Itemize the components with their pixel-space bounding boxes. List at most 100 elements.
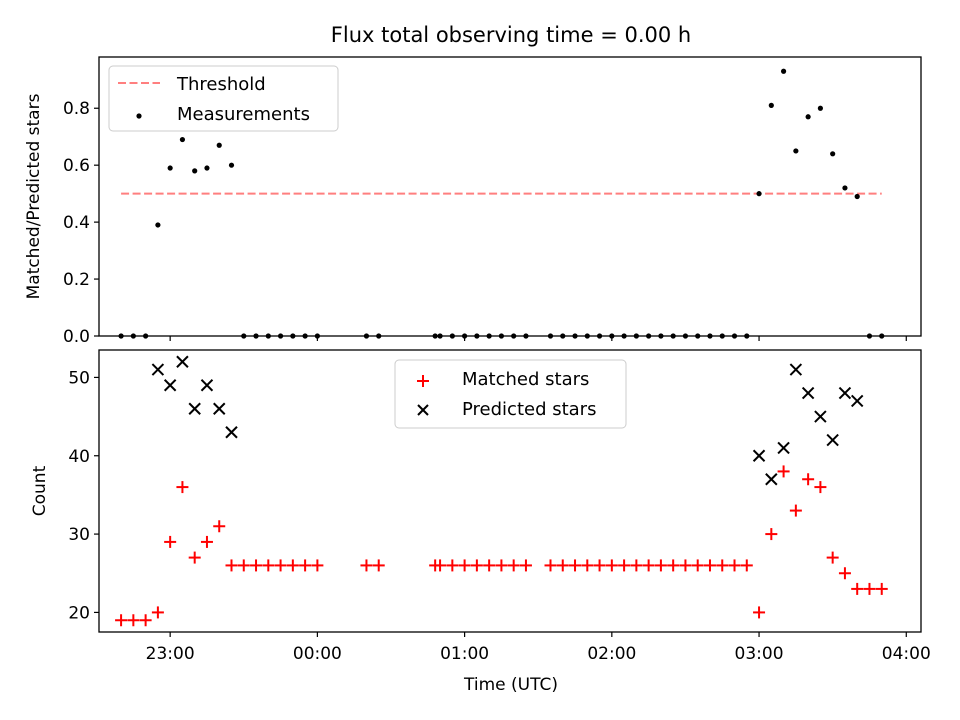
matched-star-point — [213, 520, 226, 533]
measurement-point — [830, 151, 836, 157]
top-x-ticks — [169, 336, 907, 341]
measurement-point — [768, 102, 774, 108]
legend-matched-label: Matched stars — [462, 369, 589, 390]
x-tick-label: 02:00 — [587, 644, 636, 664]
predicted-star-point — [777, 441, 790, 455]
y-tick-label: 40 — [68, 447, 90, 467]
bottom-y-axis-label: Count — [30, 465, 50, 516]
measurement-point — [805, 114, 811, 120]
legend-predicted-label: Predicted stars — [462, 399, 596, 420]
predicted-star-point — [789, 363, 803, 376]
bottom-x-axis-label: Time (UTC) — [463, 675, 558, 695]
matched-star-point — [372, 559, 385, 572]
matched-star-point — [250, 559, 263, 572]
matched-star-point — [286, 559, 299, 572]
matched-star-point — [777, 465, 790, 478]
measurement-point — [216, 142, 222, 148]
matched-star-point — [593, 559, 606, 572]
predicted-star-point — [200, 379, 214, 392]
top-panel: 0.00.20.40.60.8 Matched/Predicted stars … — [24, 56, 922, 347]
predicted-star-point — [838, 386, 852, 400]
legend-measurements-label: Measurements — [177, 104, 310, 125]
predicted-star-point — [225, 426, 238, 439]
measurement-point — [793, 148, 799, 154]
legend-threshold-label: Threshold — [176, 74, 266, 95]
matched-star-point — [188, 551, 201, 564]
matched-star-point — [642, 559, 655, 572]
matched-star-point — [630, 559, 643, 572]
y-tick-label: 0.4 — [63, 213, 90, 233]
matched-star-point — [765, 528, 778, 541]
matched-star-point — [360, 559, 373, 572]
matched-star-point — [618, 559, 631, 572]
x-tick-label: 23:00 — [146, 644, 195, 664]
x-tick-label: 03:00 — [735, 644, 784, 664]
measurement-point — [817, 105, 823, 111]
measurement-point — [780, 68, 787, 74]
measurement-point — [756, 191, 762, 197]
y-tick-label: 20 — [68, 603, 90, 623]
top-legend: Threshold Measurements — [108, 65, 339, 132]
predicted-star-point — [826, 433, 839, 447]
figure-title: Flux total observing time = 0.00 h — [331, 23, 691, 47]
predicted-star-point — [176, 355, 189, 368]
matched-star-point — [495, 559, 508, 572]
matched-star-point — [691, 559, 704, 572]
predicted-star-point — [151, 363, 165, 376]
matched-star-point — [519, 559, 532, 572]
matched-star-point — [716, 559, 729, 572]
predicted-star-point — [163, 379, 177, 392]
measurement-point — [228, 162, 235, 168]
matched-star-point — [164, 535, 177, 548]
matched-star-point — [274, 559, 287, 572]
legend-measurements-swatch — [136, 113, 142, 119]
measurement-point — [204, 165, 210, 171]
top-legend-box — [108, 65, 339, 132]
matched-star-point — [753, 606, 766, 619]
predicted-star-point — [765, 473, 778, 486]
bottom-legend-box — [394, 359, 627, 429]
legend-matched-swatch — [417, 375, 429, 387]
matched-star-point — [127, 614, 140, 627]
matched-star-point — [434, 559, 447, 572]
matched-star-point — [139, 614, 152, 627]
measurement-point — [854, 193, 860, 200]
matched-star-point — [237, 559, 250, 572]
matched-star-point — [679, 559, 692, 572]
matched-star-point — [802, 473, 815, 486]
matched-star-point — [225, 559, 238, 572]
y-tick-label: 0.0 — [63, 327, 90, 347]
matched-star-point — [814, 481, 827, 494]
predicted-star-point — [188, 402, 201, 415]
legend-predicted-swatch — [417, 404, 429, 416]
measurement-point — [192, 168, 198, 174]
matched-star-point — [556, 559, 569, 572]
matched-star-point — [544, 559, 557, 572]
x-tick-label: 04:00 — [882, 644, 931, 664]
top-y-ticks: 0.0 0.2 0.4 0.6 0.8 — [63, 99, 99, 347]
matched-star-point — [667, 559, 680, 572]
matched-star-point — [569, 559, 582, 572]
matched-star-point — [728, 559, 741, 572]
top-axes-frame — [98, 56, 922, 337]
x-tick-label: 00:00 — [293, 644, 342, 664]
matched-star-point — [789, 504, 802, 517]
matched-star-point — [483, 559, 496, 572]
measurement-point — [155, 222, 161, 228]
matched-star-point — [581, 559, 594, 572]
measurement-point — [179, 136, 186, 143]
matched-star-point — [458, 559, 471, 572]
matched-star-point — [200, 535, 213, 548]
bottom-axes-frame — [98, 349, 922, 633]
predicted-star-point — [801, 386, 815, 400]
matched-star-point — [654, 559, 667, 572]
y-tick-label: 30 — [68, 525, 90, 545]
predicted-star-point — [213, 402, 226, 415]
predicted-star-point — [850, 394, 864, 408]
predicted-star-point — [814, 410, 827, 423]
matched-star-point — [115, 614, 128, 627]
matched-star-point — [299, 559, 312, 572]
matched-star-point — [605, 559, 618, 572]
bottom-x-ticks: 23:00 00:00 01:00 02:00 03:00 04:00 — [146, 632, 931, 664]
